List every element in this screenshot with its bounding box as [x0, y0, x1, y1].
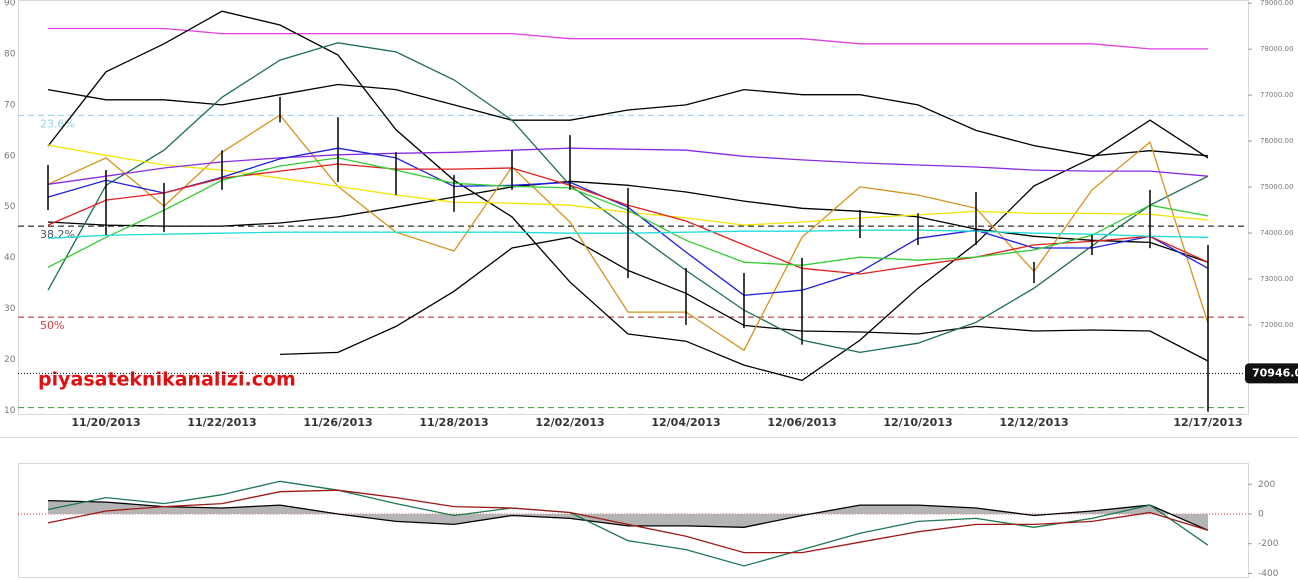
y-tick-label: 70	[4, 100, 16, 110]
histogram-area	[48, 500, 1208, 531]
series-line	[47, 10, 1209, 382]
fib-label: 50%	[40, 319, 64, 332]
y-tick-label: 80	[4, 49, 16, 59]
x-tick-label: 11/22/2013	[187, 416, 256, 429]
y-tick-label: -400	[1258, 569, 1279, 579]
y2-tick-label: 76000.00	[1260, 137, 1293, 145]
y-tick-label: 30	[4, 304, 16, 314]
y-tick-label: 90	[4, 0, 16, 9]
y2-tick-label: 79000.00	[1260, 0, 1293, 7]
y2-tick-label: 75000.00	[1260, 183, 1293, 191]
series-line	[48, 27, 1208, 50]
y-tick-label: -200	[1258, 539, 1279, 549]
y2-tick-label: 78000.00	[1260, 45, 1293, 53]
y-tick-label: 50	[4, 202, 16, 212]
x-tick-label: 12/06/2013	[767, 416, 836, 429]
y-tick-label: 10	[4, 406, 16, 416]
x-tick-label: 12/02/2013	[535, 416, 604, 429]
main-plot-frame	[18, 0, 1249, 415]
x-tick-label: 11/28/2013	[419, 416, 488, 429]
y-tick-label: 20	[4, 355, 16, 365]
series-line	[47, 180, 1209, 263]
x-tick-label: 12/12/2013	[999, 416, 1068, 429]
series-line	[47, 114, 1209, 352]
watermark: piyasateknikanalizi.com	[38, 369, 296, 391]
last-price-box	[1245, 363, 1298, 384]
y-tick-label: 200	[1258, 480, 1275, 490]
y2-tick-label: 72000.00	[1260, 321, 1293, 329]
y-tick-label: 0	[1258, 509, 1264, 519]
fib-label: 23.6%	[40, 117, 75, 130]
y2-tick-label: 74000.00	[1260, 229, 1293, 237]
series-line	[47, 489, 1209, 554]
x-tick-label: 12/17/2013	[1173, 416, 1242, 429]
x-tick-label: 11/20/2013	[71, 416, 140, 429]
y2-tick-label: 73000.00	[1260, 275, 1293, 283]
y-tick-label: 40	[4, 253, 16, 263]
x-tick-label: 12/10/2013	[883, 416, 952, 429]
fib-label: 38.2%	[40, 228, 75, 241]
y2-tick-label: 77000.00	[1260, 91, 1293, 99]
series-line	[47, 83, 1209, 157]
x-tick-label: 12/04/2013	[651, 416, 720, 429]
series-line	[47, 499, 1209, 531]
x-tick-label: 11/26/2013	[303, 416, 372, 429]
last-price-label: 70946.00	[1252, 366, 1298, 379]
y-tick-label: 60	[4, 151, 16, 161]
series-line	[47, 147, 1209, 185]
